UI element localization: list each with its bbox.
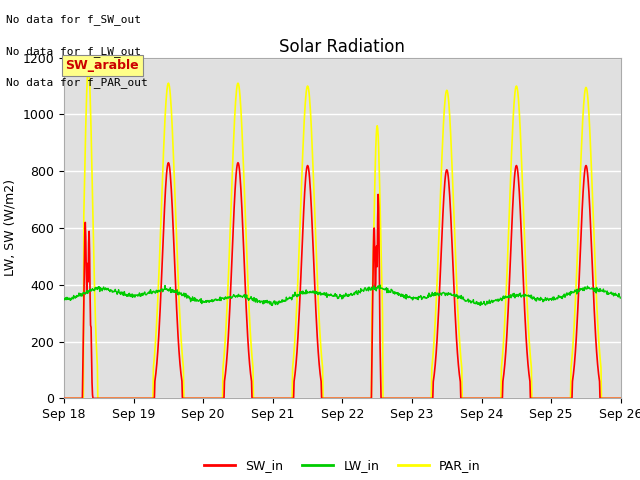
LW_in	[147, 287, 154, 292]
SW_in	[495, 396, 502, 401]
PAR_in	[553, 396, 561, 401]
PAR_in	[616, 396, 624, 401]
Title: Solar Radiation: Solar Radiation	[280, 38, 405, 56]
SW_in	[553, 396, 561, 401]
PAR_in	[147, 396, 155, 401]
LW_in	[60, 296, 68, 302]
SW_in	[164, 160, 172, 166]
Text: SW_arable: SW_arable	[65, 59, 139, 72]
SW_in	[399, 396, 406, 401]
PAR_in	[84, 65, 92, 71]
Line: PAR_in: PAR_in	[64, 68, 620, 398]
Text: No data for f_LW_out: No data for f_LW_out	[6, 46, 141, 57]
PAR_in	[495, 396, 502, 401]
PAR_in	[122, 396, 129, 401]
SW_in	[147, 396, 154, 401]
Line: SW_in: SW_in	[64, 163, 620, 398]
PAR_in	[60, 396, 68, 401]
LW_in	[476, 302, 484, 308]
LW_in	[121, 292, 129, 298]
Text: No data for f_SW_out: No data for f_SW_out	[6, 14, 141, 25]
Text: No data for f_PAR_out: No data for f_PAR_out	[6, 77, 148, 88]
PAR_in	[553, 396, 561, 401]
LW_in	[399, 291, 406, 297]
LW_in	[495, 297, 503, 302]
Line: LW_in: LW_in	[64, 285, 620, 305]
SW_in	[60, 396, 68, 401]
Legend: SW_in, LW_in, PAR_in: SW_in, LW_in, PAR_in	[199, 455, 486, 477]
PAR_in	[399, 396, 406, 401]
SW_in	[553, 396, 561, 401]
LW_in	[554, 296, 561, 302]
LW_in	[553, 295, 561, 300]
LW_in	[376, 282, 384, 288]
LW_in	[616, 295, 624, 301]
Y-axis label: LW, SW (W/m2): LW, SW (W/m2)	[4, 180, 17, 276]
SW_in	[121, 396, 129, 401]
SW_in	[616, 396, 624, 401]
